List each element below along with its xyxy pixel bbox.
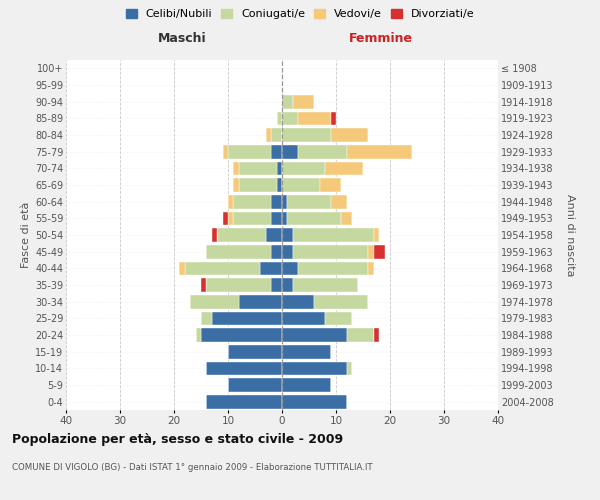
Bar bbox=[239, 295, 282, 308]
Bar bbox=[347, 328, 374, 342]
Bar bbox=[374, 228, 379, 242]
Bar bbox=[293, 278, 358, 292]
Bar bbox=[282, 95, 293, 108]
Bar bbox=[293, 95, 314, 108]
Bar bbox=[368, 245, 374, 258]
Bar bbox=[282, 195, 287, 208]
Bar bbox=[325, 162, 363, 175]
Bar bbox=[298, 262, 368, 275]
Bar bbox=[201, 278, 206, 292]
Bar bbox=[287, 212, 341, 225]
Bar bbox=[260, 262, 282, 275]
Bar bbox=[212, 228, 217, 242]
Bar bbox=[228, 145, 271, 158]
Bar bbox=[212, 312, 282, 325]
Bar bbox=[223, 145, 228, 158]
Bar bbox=[233, 162, 239, 175]
Bar bbox=[331, 195, 347, 208]
Bar bbox=[293, 245, 368, 258]
Bar bbox=[266, 128, 271, 142]
Bar bbox=[179, 262, 185, 275]
Bar bbox=[331, 128, 368, 142]
Bar bbox=[282, 345, 331, 358]
Bar bbox=[347, 362, 352, 375]
Bar bbox=[282, 162, 325, 175]
Bar bbox=[314, 295, 368, 308]
Bar bbox=[217, 228, 266, 242]
Bar bbox=[282, 128, 331, 142]
Text: Maschi: Maschi bbox=[158, 32, 207, 45]
Bar bbox=[282, 295, 314, 308]
Bar bbox=[374, 328, 379, 342]
Bar bbox=[298, 145, 347, 158]
Bar bbox=[282, 212, 287, 225]
Bar bbox=[282, 278, 293, 292]
Bar bbox=[277, 178, 282, 192]
Bar bbox=[271, 128, 282, 142]
Bar bbox=[201, 312, 212, 325]
Bar bbox=[282, 378, 331, 392]
Bar bbox=[368, 262, 374, 275]
Bar bbox=[287, 195, 331, 208]
Bar bbox=[206, 245, 271, 258]
Bar bbox=[282, 362, 347, 375]
Bar bbox=[298, 112, 331, 125]
Bar bbox=[271, 145, 282, 158]
Bar bbox=[196, 328, 201, 342]
Bar bbox=[341, 212, 352, 225]
Bar bbox=[239, 162, 277, 175]
Y-axis label: Anni di nascita: Anni di nascita bbox=[565, 194, 575, 276]
Bar bbox=[293, 228, 374, 242]
Bar bbox=[228, 345, 282, 358]
Bar bbox=[282, 328, 347, 342]
Bar bbox=[271, 195, 282, 208]
Bar bbox=[282, 312, 325, 325]
Bar bbox=[325, 312, 352, 325]
Bar bbox=[282, 145, 298, 158]
Bar bbox=[228, 212, 233, 225]
Bar bbox=[239, 178, 277, 192]
Text: Femmine: Femmine bbox=[349, 32, 413, 45]
Bar bbox=[228, 378, 282, 392]
Bar bbox=[185, 262, 260, 275]
Bar bbox=[271, 278, 282, 292]
Bar bbox=[374, 245, 385, 258]
Bar bbox=[190, 295, 239, 308]
Bar bbox=[223, 212, 228, 225]
Bar bbox=[282, 228, 293, 242]
Bar bbox=[347, 145, 412, 158]
Bar bbox=[201, 328, 282, 342]
Bar bbox=[206, 362, 282, 375]
Bar bbox=[233, 178, 239, 192]
Bar bbox=[233, 212, 271, 225]
Bar bbox=[266, 228, 282, 242]
Bar bbox=[271, 245, 282, 258]
Bar bbox=[331, 112, 336, 125]
Bar bbox=[206, 395, 282, 408]
Bar bbox=[228, 195, 233, 208]
Bar bbox=[271, 212, 282, 225]
Legend: Celibi/Nubili, Coniugati/e, Vedovi/e, Divorziati/e: Celibi/Nubili, Coniugati/e, Vedovi/e, Di… bbox=[122, 6, 478, 22]
Bar bbox=[233, 195, 271, 208]
Bar bbox=[282, 395, 347, 408]
Bar bbox=[282, 112, 298, 125]
Y-axis label: Fasce di età: Fasce di età bbox=[20, 202, 31, 268]
Text: COMUNE DI VIGOLO (BG) - Dati ISTAT 1° gennaio 2009 - Elaborazione TUTTITALIA.IT: COMUNE DI VIGOLO (BG) - Dati ISTAT 1° ge… bbox=[12, 462, 373, 471]
Bar bbox=[206, 278, 271, 292]
Bar bbox=[282, 245, 293, 258]
Bar bbox=[320, 178, 341, 192]
Bar bbox=[282, 262, 298, 275]
Bar bbox=[277, 112, 282, 125]
Bar bbox=[282, 178, 320, 192]
Text: Popolazione per età, sesso e stato civile - 2009: Popolazione per età, sesso e stato civil… bbox=[12, 432, 343, 446]
Bar bbox=[277, 162, 282, 175]
